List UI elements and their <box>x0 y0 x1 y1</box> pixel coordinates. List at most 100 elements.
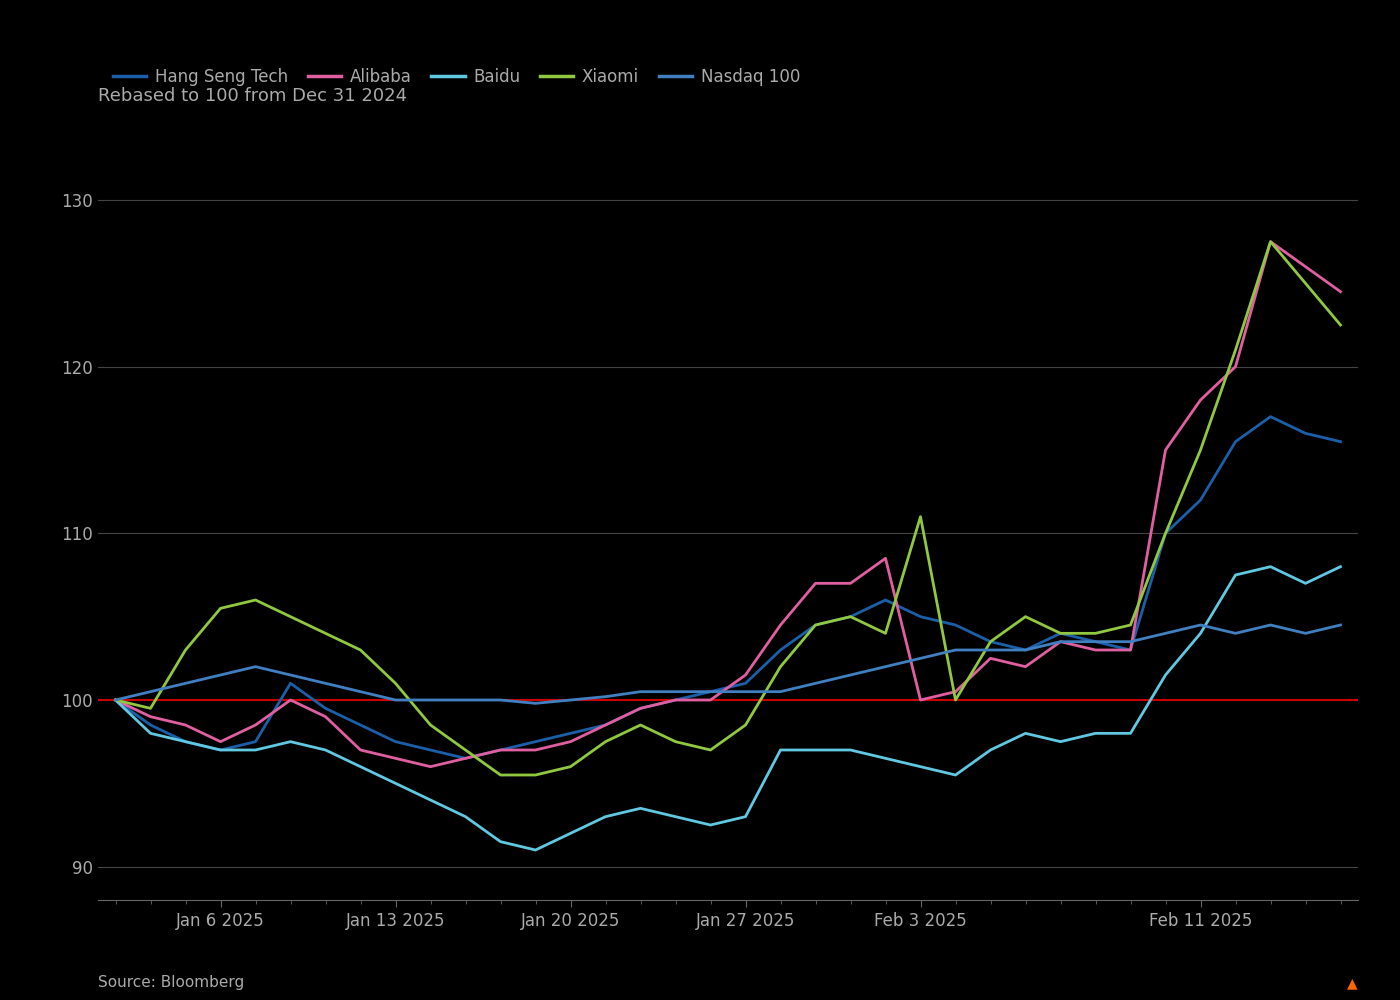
Baidu <box>423 794 440 806</box>
Nasdaq 100 <box>456 694 473 706</box>
Nasdaq 100 <box>386 694 403 706</box>
Nasdaq 100 <box>526 697 543 709</box>
Hang Seng Tech <box>106 694 125 706</box>
Baidu <box>493 836 510 848</box>
Baidu <box>1333 561 1350 573</box>
Baidu <box>456 811 473 823</box>
Nasdaq 100 <box>913 652 930 664</box>
Nasdaq 100 <box>983 644 1000 656</box>
Xiaomi <box>773 661 790 673</box>
Alibaba <box>1263 236 1280 248</box>
Xiaomi <box>246 594 263 606</box>
Nasdaq 100 <box>353 686 370 698</box>
Line: Xiaomi: Xiaomi <box>115 242 1341 775</box>
Xiaomi <box>493 769 510 781</box>
Baidu <box>666 811 683 823</box>
Xiaomi <box>1296 277 1313 289</box>
Text: Rebased to 100 from Dec 31 2024: Rebased to 100 from Dec 31 2024 <box>98 87 407 105</box>
Xiaomi <box>1156 527 1173 539</box>
Baidu <box>1086 727 1103 739</box>
Legend: Hang Seng Tech, Alibaba, Baidu, Xiaomi, Nasdaq 100: Hang Seng Tech, Alibaba, Baidu, Xiaomi, … <box>106 61 806 92</box>
Nasdaq 100 <box>493 694 510 706</box>
Alibaba <box>806 577 823 589</box>
Nasdaq 100 <box>1016 644 1033 656</box>
Nasdaq 100 <box>1296 627 1313 639</box>
Nasdaq 100 <box>633 686 650 698</box>
Alibaba <box>983 652 1000 664</box>
Hang Seng Tech <box>526 736 543 748</box>
Hang Seng Tech <box>633 702 650 714</box>
Alibaba <box>773 619 790 631</box>
Xiaomi <box>1333 319 1350 331</box>
Hang Seng Tech <box>423 744 440 756</box>
Nasdaq 100 <box>106 694 125 706</box>
Hang Seng Tech <box>143 719 160 731</box>
Xiaomi <box>876 627 893 639</box>
Baidu <box>281 736 300 748</box>
Nasdaq 100 <box>701 686 720 698</box>
Hang Seng Tech <box>1226 436 1243 448</box>
Baidu <box>386 777 403 789</box>
Xiaomi <box>386 677 403 689</box>
Baidu <box>246 744 263 756</box>
Xiaomi <box>701 744 720 756</box>
Nasdaq 100 <box>213 669 230 681</box>
Alibaba <box>1156 444 1173 456</box>
Baidu <box>143 727 160 739</box>
Hang Seng Tech <box>876 594 893 606</box>
Baidu <box>353 761 370 773</box>
Alibaba <box>246 719 263 731</box>
Hang Seng Tech <box>1016 644 1033 656</box>
Baidu <box>843 744 860 756</box>
Nasdaq 100 <box>176 677 193 689</box>
Xiaomi <box>1086 627 1103 639</box>
Baidu <box>876 752 893 764</box>
Alibaba <box>1123 644 1140 656</box>
Xiaomi <box>1123 619 1140 631</box>
Hang Seng Tech <box>1333 436 1350 448</box>
Line: Alibaba: Alibaba <box>115 242 1341 767</box>
Line: Baidu: Baidu <box>115 567 1341 850</box>
Hang Seng Tech <box>1123 644 1140 656</box>
Alibaba <box>1193 394 1210 406</box>
Nasdaq 100 <box>561 694 580 706</box>
Hang Seng Tech <box>213 744 230 756</box>
Baidu <box>526 844 543 856</box>
Nasdaq 100 <box>1053 636 1070 648</box>
Hang Seng Tech <box>946 619 963 631</box>
Nasdaq 100 <box>736 686 753 698</box>
Hang Seng Tech <box>913 611 930 623</box>
Alibaba <box>666 694 683 706</box>
Nasdaq 100 <box>596 691 613 703</box>
Xiaomi <box>106 694 125 706</box>
Baidu <box>1193 627 1210 639</box>
Hang Seng Tech <box>386 736 403 748</box>
Baidu <box>596 811 613 823</box>
Hang Seng Tech <box>456 752 473 764</box>
Xiaomi <box>561 761 580 773</box>
Hang Seng Tech <box>493 744 510 756</box>
Hang Seng Tech <box>246 736 263 748</box>
Alibaba <box>423 761 440 773</box>
Xiaomi <box>633 719 650 731</box>
Hang Seng Tech <box>806 619 823 631</box>
Xiaomi <box>946 694 963 706</box>
Nasdaq 100 <box>316 677 335 689</box>
Text: Source: Bloomberg: Source: Bloomberg <box>98 975 244 990</box>
Hang Seng Tech <box>1156 527 1173 539</box>
Nasdaq 100 <box>143 686 160 698</box>
Hang Seng Tech <box>843 611 860 623</box>
Alibaba <box>281 694 300 706</box>
Alibaba <box>946 686 963 698</box>
Alibaba <box>1296 261 1313 273</box>
Hang Seng Tech <box>1086 636 1103 648</box>
Alibaba <box>633 702 650 714</box>
Xiaomi <box>456 744 473 756</box>
Alibaba <box>1226 361 1243 373</box>
Hang Seng Tech <box>561 727 580 739</box>
Hang Seng Tech <box>666 694 683 706</box>
Alibaba <box>143 711 160 723</box>
Xiaomi <box>983 636 1000 648</box>
Nasdaq 100 <box>946 644 963 656</box>
Nasdaq 100 <box>666 686 683 698</box>
